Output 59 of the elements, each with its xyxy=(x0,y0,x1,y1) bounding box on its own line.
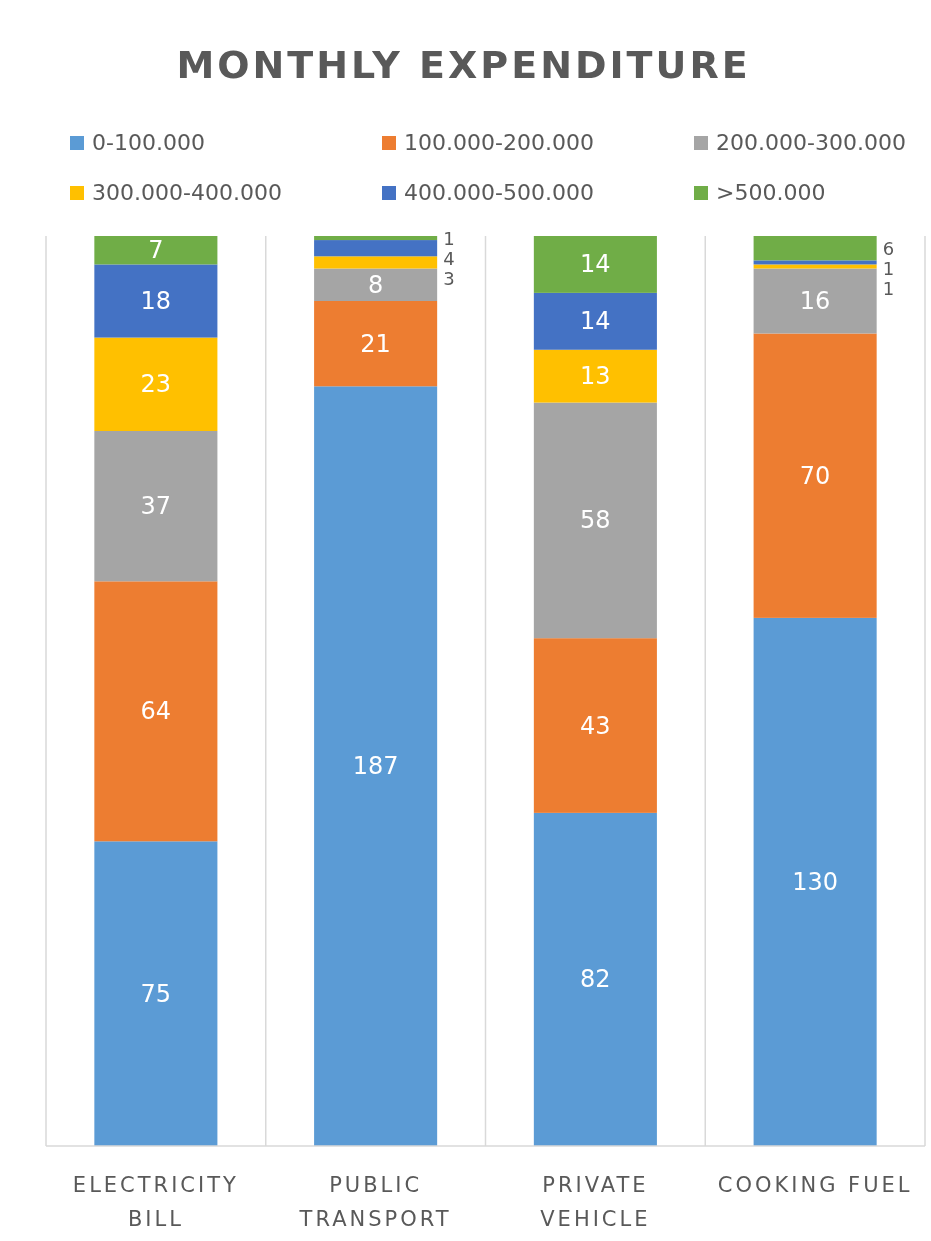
data-label: 1 xyxy=(882,257,895,279)
data-label: 23 xyxy=(140,370,172,399)
data-label: 64 xyxy=(140,697,172,726)
data-label: 37 xyxy=(140,492,172,521)
data-label: 14 xyxy=(580,250,611,279)
bar xyxy=(314,236,438,241)
data-label: 187 xyxy=(352,752,399,781)
data-label: 130 xyxy=(792,867,839,896)
x-tick-label: COOKING FUEL xyxy=(717,1173,913,1197)
legend-label: 300.000-400.000 xyxy=(92,180,282,205)
x-tick-label: PUBLIC TRANSPORT xyxy=(298,1173,452,1231)
data-label: 82 xyxy=(580,965,611,994)
bar xyxy=(314,268,438,301)
bar xyxy=(753,236,877,261)
bar xyxy=(533,292,657,350)
bar xyxy=(314,301,438,387)
bar xyxy=(94,581,218,842)
data-label: 18 xyxy=(140,287,172,315)
bar xyxy=(94,431,218,582)
data-label: 21 xyxy=(360,329,391,358)
chart-title: MONTHLY EXPENDITURE xyxy=(176,43,751,87)
bar xyxy=(753,260,877,265)
bar xyxy=(533,236,657,293)
data-label: 14 xyxy=(580,307,611,336)
bar xyxy=(314,240,438,257)
bar xyxy=(753,617,877,1146)
data-label: 58 xyxy=(580,506,611,535)
bar xyxy=(533,402,657,639)
bar xyxy=(533,349,657,403)
x-tick-label: PRIVATE VEHICLE xyxy=(540,1173,651,1231)
bar xyxy=(94,264,218,338)
bar xyxy=(314,386,438,1146)
bar xyxy=(753,264,877,269)
data-label: 13 xyxy=(580,362,611,391)
bar xyxy=(314,256,438,269)
legend-label: >500.000 xyxy=(716,180,826,205)
data-label: 1 xyxy=(443,227,455,249)
data-label: 1 xyxy=(882,277,895,299)
data-label: 3 xyxy=(443,267,455,289)
data-label: 8 xyxy=(367,270,384,299)
data-label: 70 xyxy=(799,461,831,490)
data-label: 7 xyxy=(148,236,164,265)
data-label: 6 xyxy=(882,237,895,259)
x-tick-label: ELECTRICITY BILL xyxy=(72,1173,239,1231)
bar xyxy=(753,268,877,334)
bar xyxy=(94,841,218,1146)
data-label: 4 xyxy=(443,247,455,269)
bar xyxy=(533,812,657,1146)
legend-label: 0-100.000 xyxy=(92,130,205,155)
legend-label: 400.000-500.000 xyxy=(404,180,594,205)
bar xyxy=(753,333,877,618)
legend-label: 200.000-300.000 xyxy=(716,130,906,155)
legend-label: 100.000-200.000 xyxy=(404,130,594,155)
data-label: 75 xyxy=(140,979,172,1008)
bar xyxy=(94,236,218,265)
bar xyxy=(533,638,657,813)
bar xyxy=(94,337,218,431)
data-label: 16 xyxy=(799,287,831,315)
data-label: 43 xyxy=(580,711,611,740)
